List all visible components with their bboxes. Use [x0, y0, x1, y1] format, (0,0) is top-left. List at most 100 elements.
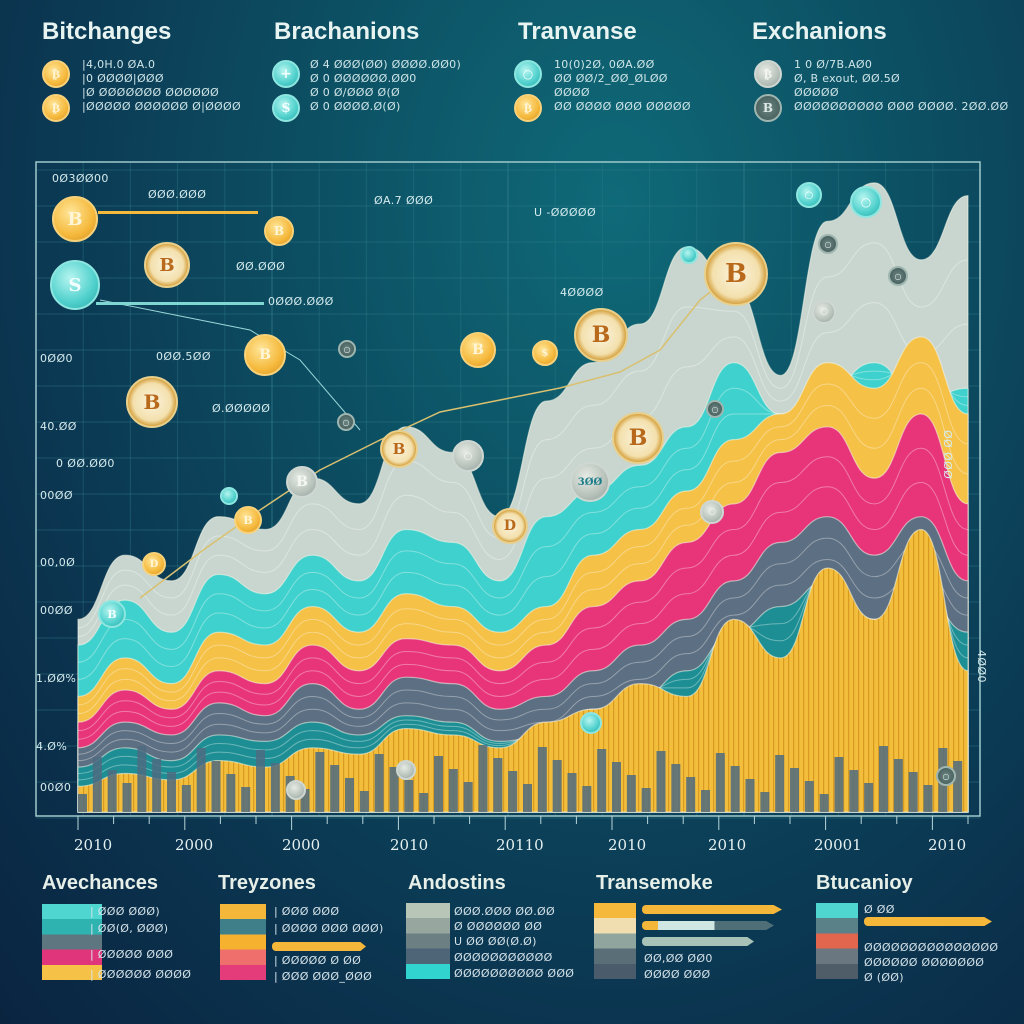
contour-line — [77, 481, 969, 740]
x-tick-label: 2010 — [608, 836, 647, 854]
skyline-bar — [315, 752, 325, 812]
bitcoin-coin-icon[interactable]: B — [460, 332, 496, 368]
coin-icon[interactable]: ○ — [936, 766, 956, 786]
bitcoin-coin-icon[interactable]: B — [704, 242, 768, 306]
y-tick-label: 0ØØ0 — [40, 352, 73, 365]
legend-text: | ØØØ ØØØ — [274, 905, 340, 918]
coin-icon[interactable]: $ — [532, 340, 558, 366]
x-tick-label: 20110 — [496, 836, 544, 854]
skyline-bar — [137, 746, 147, 812]
bitcoin-coin-icon[interactable]: B — [264, 216, 294, 246]
skyline-bar — [448, 769, 458, 812]
contour-line — [77, 242, 969, 629]
right-axis-label: ØØ ØØØ — [941, 430, 954, 480]
coin-icon[interactable] — [680, 246, 698, 264]
skyline-bar — [834, 757, 844, 812]
skyline-bar — [879, 746, 888, 812]
legend-swatch — [220, 904, 266, 980]
skyline-bar — [715, 753, 725, 812]
coin-icon[interactable]: B — [286, 466, 318, 498]
x-tick-label: 2000 — [175, 836, 214, 854]
coin-icon[interactable] — [286, 780, 306, 800]
coin-icon[interactable]: ○ — [338, 340, 356, 358]
bitcoin-coin-icon[interactable]: B — [574, 308, 628, 362]
skyline-bar — [953, 761, 963, 812]
coin-icon[interactable]: B — [98, 600, 126, 628]
legend-text: | ØØØØØ ØØØ — [90, 948, 174, 961]
skyline-bar — [167, 772, 176, 812]
bitcoin-coin-icon[interactable]: B — [612, 412, 664, 464]
skyline-bar — [241, 787, 251, 812]
legend-text: ØØØØ ØØØ — [644, 968, 711, 981]
skyline-bar — [389, 767, 399, 812]
legend-text: Ø ØØØØØØ ØØ — [454, 920, 543, 933]
legend-swatch — [816, 903, 858, 979]
coin-icon[interactable]: ○ — [812, 300, 836, 324]
coin-icon[interactable]: ○ — [706, 400, 724, 418]
bitcoin-coin-icon[interactable]: B — [126, 376, 178, 428]
skyline-bar — [597, 749, 607, 812]
coin-icon[interactable] — [220, 487, 238, 505]
legend-text: | ØØ(Ø, ØØØ) — [90, 922, 169, 935]
skyline-bar — [404, 780, 414, 812]
skyline-bar — [152, 759, 162, 812]
coin-icon[interactable]: ○ — [888, 266, 908, 286]
altcoin-coin-icon[interactable]: 3ØØ — [570, 462, 610, 502]
legend-title: Treyzones — [218, 872, 316, 894]
bitcoin-coin-icon[interactable]: B — [380, 430, 418, 468]
coin-icon[interactable]: ○ — [452, 440, 484, 472]
coin-icon[interactable]: ○ — [796, 182, 822, 208]
coin-icon[interactable]: ○ — [700, 500, 724, 524]
coin-icon[interactable]: B — [234, 506, 262, 534]
header-line: |Ø ØØØØØØØ ØØØØØØ — [82, 86, 220, 99]
y-tick-label: 0 ØØ.ØØ0 — [56, 457, 115, 470]
legend-title: Avechances — [42, 872, 158, 894]
y-tick-label: 4.Ø% — [36, 740, 68, 753]
header-line: Ø 0 ØØØØ.Ø(Ø) — [310, 100, 401, 113]
skyline-bar — [552, 760, 562, 812]
contour-line — [77, 447, 969, 732]
bitcoin-coin-icon[interactable]: B — [52, 196, 98, 242]
skyline-bar — [211, 761, 221, 812]
legend-text: ØØØØØØ ØØØØØØØ — [864, 956, 985, 969]
legend-text: Ø (ØØ) — [864, 971, 904, 984]
skyline-bar — [92, 757, 102, 812]
skyline-bar — [256, 750, 265, 812]
coin-icon[interactable] — [396, 760, 416, 780]
skyline-bar — [508, 771, 518, 812]
coin-icon: B — [754, 94, 782, 122]
header-line: |ØØØØØ ØØØØØØ Ø|ØØØØ — [82, 100, 241, 113]
contour-line — [77, 362, 969, 706]
skyline-bar — [701, 790, 710, 812]
skyline-bar — [330, 765, 340, 812]
y-tick-label: 00ØØ — [40, 604, 73, 617]
skyline-bar — [819, 794, 829, 812]
coin-icon[interactable]: D — [142, 552, 166, 576]
coin-icon: ₿ — [42, 60, 70, 88]
coin-icon[interactable]: ○ — [818, 234, 838, 254]
annotation: 0ØØ.5ØØ — [156, 350, 211, 363]
coin-icon[interactable] — [580, 712, 602, 734]
coin-icon[interactable]: D — [492, 508, 528, 544]
y-tick-label: 00ØØ — [40, 489, 73, 502]
bitcoin-coin-icon[interactable]: B — [144, 242, 190, 288]
annotation: 0ØØØ.ØØØ — [268, 295, 334, 308]
contour-line — [77, 558, 969, 762]
x-tick-label: 2010 — [708, 836, 747, 854]
skyline-bar — [790, 768, 799, 812]
header-line: Ø 4 ØØØ(ØØ) ØØØØ.ØØ0) — [310, 58, 462, 71]
coin-icon[interactable]: ○ — [850, 186, 882, 218]
skyline-bar — [300, 789, 310, 812]
header-line: |0 ØØØØ|ØØØ — [82, 72, 164, 85]
legend-title: Transemoke — [596, 872, 713, 894]
skyline-bar — [463, 782, 473, 812]
bitcoin-coin-icon[interactable]: B — [244, 334, 286, 376]
y-tick-label: 1.ØØ% — [36, 672, 77, 685]
connector-line — [96, 302, 264, 305]
skyline-bar — [626, 775, 636, 812]
x-tick-label: 20001 — [814, 836, 862, 854]
coin-icon[interactable]: ○ — [337, 413, 355, 431]
dollar-coin-icon[interactable]: S — [50, 260, 100, 310]
skyline-bar — [641, 788, 651, 812]
skyline-bar — [107, 770, 117, 812]
